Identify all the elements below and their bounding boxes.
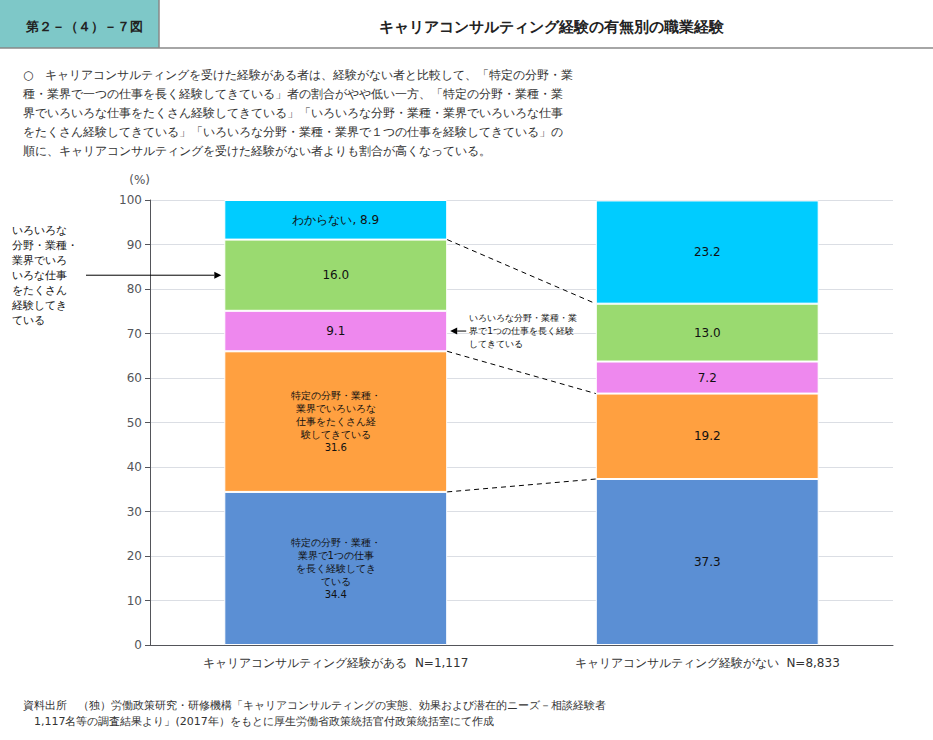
svg-text:経験してき: 経験してき xyxy=(11,299,67,312)
svg-text:業界で1つの仕事: 業界で1つの仕事 xyxy=(298,550,374,561)
svg-text:10: 10 xyxy=(127,594,142,608)
svg-text:20: 20 xyxy=(127,549,142,563)
svg-text:特定の分野・業種・: 特定の分野・業種・ xyxy=(291,537,381,548)
svg-text:ている: ている xyxy=(321,576,351,587)
svg-text:いろいろな分野・業種・業: いろいろな分野・業種・業 xyxy=(469,313,577,323)
svg-text:23.2: 23.2 xyxy=(694,245,721,259)
svg-text:いろな仕事: いろな仕事 xyxy=(12,269,67,282)
svg-text:種・業界で一つの仕事を長く経験してきている」者の割合がやや低: 種・業界で一つの仕事を長く経験してきている」者の割合がやや低い一方、「特定の分野… xyxy=(23,87,563,101)
svg-text:キャリアコンサルティング経験の有無別の職業経験: キャリアコンサルティング経験の有無別の職業経験 xyxy=(379,18,725,36)
svg-text:業界でいろ: 業界でいろ xyxy=(12,254,67,267)
svg-text:キャリアコンサルティング経験がある N=1,117: キャリアコンサルティング経験がある N=1,117 xyxy=(203,656,468,670)
svg-text:90: 90 xyxy=(127,238,142,252)
svg-text:を長く経験してき: を長く経験してき xyxy=(296,563,376,574)
svg-text:界でいろいろな仕事をたくさん経験してきている」「いろいろな分: 界でいろいろな仕事をたくさん経験してきている」「いろいろな分野・業種・業界でいろ… xyxy=(23,106,563,120)
svg-text:40: 40 xyxy=(127,460,142,474)
svg-text:をたくさん経験してきている」「いろいろな分野・業種・業界で１: をたくさん経験してきている」「いろいろな分野・業種・業界で１つの仕事を経験してき… xyxy=(23,125,563,139)
svg-text:9.1: 9.1 xyxy=(326,324,345,338)
svg-text:順に、キャリアコンサルティングを受けた経験がない者よりも割合: 順に、キャリアコンサルティングを受けた経験がない者よりも割合が高くなっている。 xyxy=(23,144,491,158)
svg-text:業界でいろいろな: 業界でいろいろな xyxy=(296,403,376,414)
svg-text:界で1つの仕事を長く経験: 界で1つの仕事を長く経験 xyxy=(469,326,574,336)
svg-text:30: 30 xyxy=(127,505,142,519)
svg-text:験してきている: 験してきている xyxy=(300,429,371,440)
svg-text:1,117名等の調査結果より」(2017年）をもとに厚生労働: 1,117名等の調査結果より」(2017年）をもとに厚生労働省政策統括官付政策統… xyxy=(23,715,494,728)
svg-text:0: 0 xyxy=(134,638,142,652)
svg-text:分野・業種・: 分野・業種・ xyxy=(12,239,78,252)
svg-text:7.2: 7.2 xyxy=(698,371,717,385)
svg-text:70: 70 xyxy=(127,327,142,341)
svg-text:仕事をたくさん経: 仕事をたくさん経 xyxy=(296,416,376,427)
svg-text:第２－（４）－７図: 第２－（４）－７図 xyxy=(25,19,143,34)
svg-text:(%): (%) xyxy=(129,173,150,187)
svg-text:19.2: 19.2 xyxy=(694,429,721,443)
svg-text:31.6: 31.6 xyxy=(325,442,347,453)
svg-text:16.0: 16.0 xyxy=(322,268,349,282)
svg-text:○ キャリアコンサルティングを受けた経験がある者は、経験がな: ○ キャリアコンサルティングを受けた経験がある者は、経験がない者と比較して、「特… xyxy=(23,68,573,82)
svg-text:60: 60 xyxy=(127,371,142,385)
svg-text:100: 100 xyxy=(119,193,142,207)
svg-text:してきている: してきている xyxy=(469,339,523,349)
svg-text:をたくさん: をたくさん xyxy=(12,284,67,297)
svg-text:80: 80 xyxy=(127,282,142,296)
svg-text:特定の分野・業種・: 特定の分野・業種・ xyxy=(291,390,381,401)
svg-text:いろいろな: いろいろな xyxy=(12,224,67,237)
svg-text:資料出所 （独）労働政策研究・研修機構「キャリアコンサルティ: 資料出所 （独）労働政策研究・研修機構「キャリアコンサルティングの実態、効果およ… xyxy=(23,699,606,712)
svg-text:キャリアコンサルティング経験がない N=8,833: キャリアコンサルティング経験がない N=8,833 xyxy=(575,656,840,670)
svg-text:50: 50 xyxy=(127,416,142,430)
svg-text:37.3: 37.3 xyxy=(694,555,721,569)
svg-text:13.0: 13.0 xyxy=(694,326,721,340)
svg-text:34.4: 34.4 xyxy=(325,589,347,600)
svg-text:ている: ている xyxy=(12,314,45,327)
svg-text:わからない, 8.9: わからない, 8.9 xyxy=(292,213,379,227)
